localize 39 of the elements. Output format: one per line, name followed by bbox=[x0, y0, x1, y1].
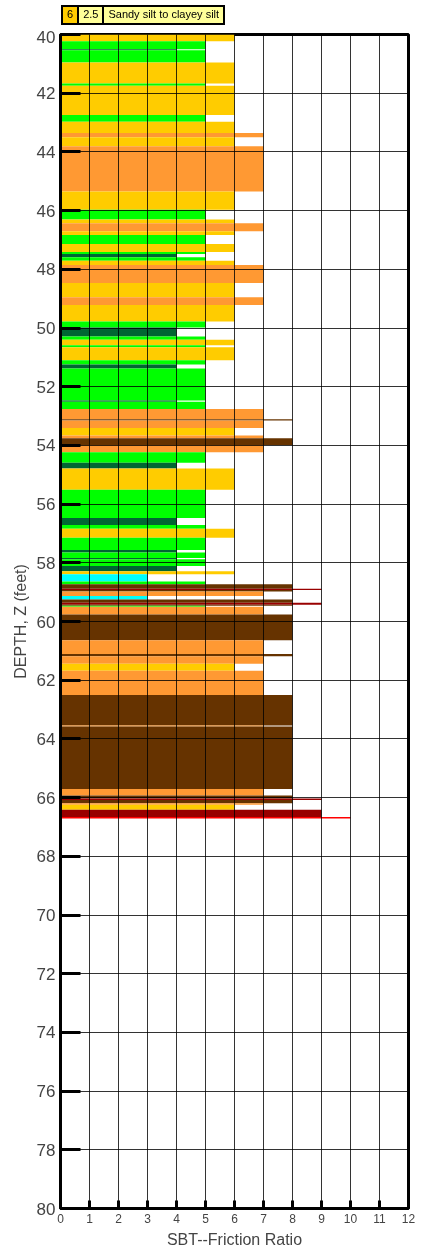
x-tick-label: 4 bbox=[173, 1211, 181, 1226]
y-tick-label: 72 bbox=[36, 964, 56, 984]
y-tick-label: 50 bbox=[36, 319, 56, 338]
x-tick-label: 2 bbox=[115, 1211, 123, 1226]
x-tick-label: 10 bbox=[343, 1211, 358, 1226]
y-tick-label: 64 bbox=[36, 729, 56, 749]
y-tick-label: 80 bbox=[36, 1199, 56, 1219]
y-tick-label: 52 bbox=[36, 377, 56, 397]
y-tick-label: 74 bbox=[36, 1023, 56, 1043]
y-tick-label: 40 bbox=[36, 27, 56, 47]
x-tick-label: 8 bbox=[289, 1211, 297, 1226]
x-tick-label: 5 bbox=[202, 1211, 210, 1226]
x-tick-label: 6 bbox=[231, 1211, 239, 1226]
y-tick-label: 48 bbox=[36, 260, 56, 280]
y-axis-title: DEPTH, Z (feet) bbox=[11, 564, 29, 679]
y-tick-label: 44 bbox=[36, 142, 56, 162]
y-tick-label: 54 bbox=[36, 436, 56, 456]
y-tick-label: 68 bbox=[36, 847, 56, 867]
y-tick-label: 62 bbox=[36, 671, 56, 691]
x-tick-label: 9 bbox=[318, 1211, 326, 1226]
x-axis-title: SBT--Friction Ratio bbox=[166, 1230, 303, 1248]
y-tick-label: 66 bbox=[36, 788, 56, 808]
text: Sandy silt to clayey silt bbox=[103, 6, 225, 24]
x-tick-label: 12 bbox=[401, 1211, 416, 1226]
y-tick-label: 56 bbox=[36, 495, 56, 515]
x-tick-label: 7 bbox=[260, 1211, 268, 1226]
y-tick-label: 46 bbox=[36, 201, 56, 221]
y-tick-label: 58 bbox=[36, 553, 56, 573]
y-tick-label: 70 bbox=[36, 906, 56, 925]
y-tick-label: 78 bbox=[36, 1140, 56, 1160]
y-tick-label: 76 bbox=[36, 1082, 56, 1102]
x-tick-label: 11 bbox=[373, 1211, 387, 1226]
x-tick-label: 0 bbox=[57, 1211, 65, 1226]
y-tick-label: 42 bbox=[36, 84, 56, 104]
text: 2.5 bbox=[78, 6, 104, 24]
x-tick-label: 3 bbox=[144, 1211, 152, 1226]
x-tick-label: 1 bbox=[86, 1211, 94, 1226]
y-tick-label: 60 bbox=[36, 612, 56, 632]
text: 6 bbox=[62, 6, 79, 24]
